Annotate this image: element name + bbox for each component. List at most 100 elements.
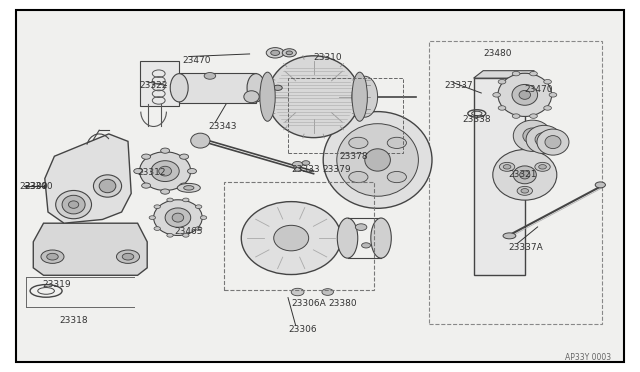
Circle shape: [595, 182, 605, 188]
Circle shape: [302, 161, 310, 165]
Circle shape: [535, 163, 550, 171]
Ellipse shape: [177, 183, 200, 192]
Circle shape: [266, 48, 284, 58]
Ellipse shape: [159, 166, 172, 176]
Text: 23378: 23378: [339, 152, 368, 161]
Ellipse shape: [56, 190, 92, 219]
Circle shape: [549, 93, 557, 97]
Ellipse shape: [247, 74, 265, 102]
Text: 23319: 23319: [42, 280, 70, 289]
Ellipse shape: [93, 175, 122, 197]
Circle shape: [517, 186, 532, 195]
Ellipse shape: [337, 218, 358, 258]
Ellipse shape: [493, 150, 557, 200]
Ellipse shape: [170, 74, 188, 102]
Circle shape: [167, 234, 173, 237]
Bar: [179, 73, 256, 103]
Ellipse shape: [260, 72, 275, 121]
Text: 23306A: 23306A: [291, 299, 326, 308]
Ellipse shape: [165, 208, 191, 227]
Polygon shape: [33, 223, 147, 275]
Circle shape: [204, 73, 216, 79]
Text: 23300: 23300: [19, 182, 48, 190]
Text: 23322: 23322: [140, 81, 168, 90]
Text: 23337: 23337: [445, 81, 474, 90]
Ellipse shape: [371, 218, 391, 258]
Ellipse shape: [545, 136, 561, 149]
Circle shape: [141, 183, 150, 188]
Circle shape: [322, 289, 333, 295]
Ellipse shape: [154, 200, 202, 235]
Circle shape: [294, 167, 301, 171]
Polygon shape: [45, 134, 131, 223]
Ellipse shape: [191, 133, 210, 148]
Text: 23343: 23343: [208, 122, 237, 131]
Ellipse shape: [268, 56, 360, 138]
Text: 23300: 23300: [24, 182, 53, 190]
Ellipse shape: [352, 76, 378, 117]
Circle shape: [362, 243, 371, 248]
Ellipse shape: [520, 171, 530, 179]
Text: 23338: 23338: [463, 115, 492, 124]
Circle shape: [122, 253, 134, 260]
Text: 23380: 23380: [328, 299, 357, 308]
Circle shape: [530, 71, 538, 76]
Circle shape: [273, 85, 282, 90]
Ellipse shape: [172, 213, 184, 222]
Circle shape: [134, 169, 143, 174]
Ellipse shape: [337, 124, 419, 196]
Circle shape: [141, 154, 150, 159]
Ellipse shape: [140, 152, 191, 190]
Circle shape: [521, 189, 529, 193]
Circle shape: [182, 198, 189, 202]
Ellipse shape: [513, 166, 536, 184]
Ellipse shape: [62, 195, 85, 214]
Bar: [140, 61, 179, 106]
Circle shape: [512, 71, 520, 76]
Bar: [429, 41, 602, 324]
Bar: [474, 78, 525, 275]
Ellipse shape: [537, 129, 569, 155]
Ellipse shape: [526, 125, 562, 154]
Circle shape: [355, 224, 367, 231]
Circle shape: [493, 93, 500, 97]
Text: 23312: 23312: [138, 169, 166, 177]
Circle shape: [180, 154, 189, 159]
Bar: [288, 78, 403, 153]
Text: 23318: 23318: [60, 316, 88, 325]
Circle shape: [154, 227, 161, 230]
Circle shape: [180, 183, 189, 188]
Circle shape: [498, 106, 506, 110]
Circle shape: [387, 137, 406, 148]
Circle shape: [41, 250, 64, 263]
Circle shape: [154, 205, 161, 209]
Ellipse shape: [352, 72, 367, 121]
Circle shape: [387, 171, 406, 183]
Circle shape: [195, 227, 202, 230]
Ellipse shape: [151, 161, 179, 182]
Circle shape: [286, 51, 292, 55]
Circle shape: [530, 114, 538, 118]
Circle shape: [261, 84, 274, 92]
Polygon shape: [474, 71, 534, 78]
Circle shape: [544, 106, 552, 110]
Ellipse shape: [519, 90, 531, 99]
Circle shape: [182, 234, 189, 237]
Circle shape: [195, 205, 202, 209]
Ellipse shape: [523, 128, 542, 144]
Circle shape: [47, 253, 58, 260]
Text: 23379: 23379: [322, 165, 351, 174]
Ellipse shape: [498, 73, 552, 116]
Ellipse shape: [99, 179, 116, 193]
Ellipse shape: [68, 201, 79, 208]
Circle shape: [503, 164, 511, 169]
Circle shape: [188, 169, 196, 174]
Circle shape: [292, 161, 303, 167]
Circle shape: [512, 114, 520, 118]
Circle shape: [116, 250, 140, 263]
Circle shape: [167, 198, 173, 202]
Circle shape: [282, 49, 296, 57]
Text: 23321: 23321: [509, 170, 538, 179]
Text: 23480: 23480: [483, 49, 512, 58]
Circle shape: [544, 80, 552, 84]
